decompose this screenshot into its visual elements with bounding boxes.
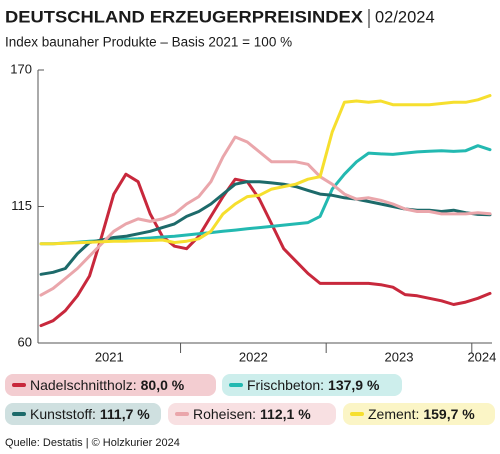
chart-date: 02/2024 — [375, 8, 435, 26]
series-line — [39, 135, 492, 297]
legend-name: Kunststoff: — [30, 406, 96, 422]
legend-value: 137,9 % — [328, 377, 380, 393]
x-tick-label: 2021 — [95, 349, 124, 364]
legend-name: Nadelschnittholz: — [30, 377, 137, 393]
legend-box — [5, 403, 161, 425]
legend-label: Kunststoff: 111,7 % — [30, 406, 150, 422]
legend-box — [168, 403, 336, 425]
series-line — [39, 144, 492, 246]
legend-label: Roheisen: 112,1 % — [193, 406, 311, 422]
legend-value: 159,7 % — [423, 406, 475, 422]
x-tick-label: 2022 — [239, 349, 268, 364]
legend-value: 112,1 % — [260, 406, 311, 422]
legend-box — [343, 403, 495, 425]
legend-item: Nadelschnittholz: 80,0 % — [5, 374, 216, 396]
chart-title: DEUTSCHLAND ERZEUGERPREISINDEX — [5, 8, 363, 26]
legend-value: 111,7 % — [100, 406, 150, 422]
legend-box — [222, 374, 402, 396]
legend-value: 80,0 % — [141, 377, 185, 393]
legend-label: Frischbeton: 137,9 % — [247, 377, 380, 393]
legend-name: Frischbeton: — [247, 377, 324, 393]
legend-item: Roheisen: 112,1 % — [168, 403, 336, 425]
legend-label: Zement: 159,7 % — [368, 406, 475, 422]
legend-label: Nadelschnittholz: 80,0 % — [30, 377, 185, 393]
legend-name: Roheisen: — [193, 406, 256, 422]
legend-box — [5, 374, 216, 396]
chart-subtitle: Index baunaher Produkte – Basis 2021 = 1… — [5, 35, 292, 50]
series-line — [39, 172, 492, 328]
y-tick-label: 60 — [18, 334, 32, 349]
x-tick-label: 2023 — [385, 349, 414, 364]
legend-item: Zement: 159,7 % — [343, 403, 495, 425]
legend-item: Frischbeton: 137,9 % — [222, 374, 402, 396]
legend-item: Kunststoff: 111,7 % — [5, 403, 161, 425]
series-line — [39, 94, 492, 246]
legend-name: Zement: — [368, 406, 419, 422]
x-tick-label: 2024 — [467, 349, 496, 364]
y-tick-label: 115 — [11, 198, 32, 213]
y-tick-label: 170 — [10, 61, 32, 76]
source: Quelle: Destatis | © Holzkurier 2024 — [5, 437, 180, 449]
